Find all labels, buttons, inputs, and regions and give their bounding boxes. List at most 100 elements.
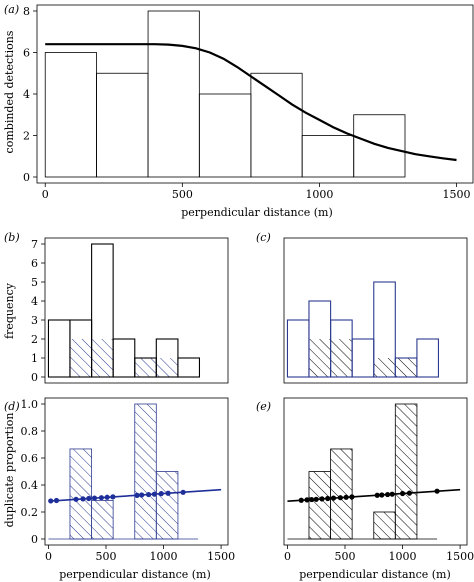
panel-a-x-tick-label-2: 1000 (305, 188, 333, 201)
panel-a-x-tick-label-3: 1500 (443, 188, 471, 201)
panel-e-x-axis-title: perpendicular distance (m) (299, 568, 451, 581)
panel-a-x-tick-label-0: 0 (42, 188, 49, 201)
panel-a-y-tick-label-2: 4 (23, 88, 30, 101)
panel-a-bar-6 (353, 114, 406, 178)
panel-c-bar-3 (351, 338, 375, 378)
panel-b-hatched-bar-1 (69, 339, 92, 377)
panel-a-bar-3 (198, 93, 252, 178)
panel-d: (d) duplicate proportion perpendicular d… (3, 397, 235, 581)
panel-b-y-tick-label-0: 0 (31, 371, 38, 384)
panel-a-y-tick-label-4: 8 (23, 5, 30, 18)
panel-a-x-tick-label-1: 500 (172, 188, 193, 201)
panel-d-point-2 (73, 496, 79, 502)
panel-b-y-tick-label-1: 1 (31, 352, 38, 365)
panel-a-y-axis-title: combinded detections (3, 30, 16, 153)
panel-b-bar-6 (177, 357, 201, 378)
panel-e-label: (e) (256, 400, 271, 413)
panel-b-y-axis-title: frequency (3, 282, 16, 339)
panel-e-point-1 (304, 497, 310, 503)
panel-d-point-4 (86, 495, 92, 502)
panel-a: (a) combinded detections perpendicular d… (3, 3, 474, 219)
panel-e-point-14 (399, 490, 406, 497)
panel-d-point-12 (151, 491, 157, 497)
panel-a-bar-2 (147, 10, 200, 178)
panel-e-bar-5 (394, 403, 418, 540)
panel-e-point-5 (325, 495, 331, 502)
panel-c-bar-4 (373, 281, 396, 378)
panel-b-y-tick-label-2: 2 (31, 333, 38, 346)
panel-d-frame (44, 397, 229, 546)
panel-d-bar-5 (155, 471, 179, 540)
panel-e-point-12 (384, 491, 391, 498)
panel-d-point-3 (80, 496, 86, 502)
panel-e-bar-2 (330, 448, 353, 540)
panel-c-hatched-bar-1 (308, 339, 331, 377)
panel-d-point-15 (180, 489, 186, 495)
panel-d-bar-4 (134, 403, 157, 540)
panel-e-x-tick-label-0: 0 (284, 550, 291, 563)
panel-b-bar-3 (112, 338, 136, 378)
panel-e-x-tick-label-2: 1000 (389, 550, 417, 563)
panel-b-hatched-bar-2 (91, 339, 114, 377)
panel-d-point-8 (110, 494, 116, 500)
panel-d-y-axis-title: duplicate proportion (3, 413, 16, 528)
panel-d-label: (d) (4, 400, 20, 413)
panel-a-y-tick-label-1: 2 (23, 130, 30, 143)
panel-a-y-tick-label-0: 0 (23, 171, 30, 184)
panel-b-frame (44, 237, 229, 384)
panel-b-y-tick-label-5: 5 (31, 276, 38, 289)
panel-d-x-tick-label-1: 500 (96, 550, 117, 563)
panel-c-bar-0 (286, 319, 310, 378)
panel-b: (b) frequency 0 1 2 3 4 5 6 7 (3, 231, 229, 384)
panel-e-point-13 (389, 491, 395, 497)
panel-c-hatched-bar-5 (395, 358, 417, 377)
panel-d-point-6 (98, 495, 104, 501)
panel-e-point-15 (406, 490, 413, 496)
panel-c-bar-6 (416, 338, 440, 378)
panel-d-point-10 (139, 492, 145, 498)
panel-b-y-tick-label-4: 4 (31, 295, 38, 308)
panel-e-point-0 (298, 497, 304, 503)
panel-d-point-7 (104, 494, 110, 500)
panel-e-point-6 (330, 495, 337, 501)
panel-a-y-tick-label-3: 6 (23, 47, 30, 60)
panel-a-x-axis-title: perpendicular distance (m) (181, 206, 333, 219)
panel-d-y-tick-label-3: 0.6 (21, 452, 39, 465)
panel-d-point-11 (145, 491, 152, 498)
panel-e: (e) perpendicular distance (m) 0 500 1000 1… (256, 397, 474, 581)
panel-d-y-tick-label-0: 0 (31, 533, 38, 546)
panel-d-point-0 (48, 498, 54, 504)
panel-a-bar-5 (301, 135, 355, 178)
panel-e-point-16 (434, 488, 440, 494)
panel-c-frame (283, 237, 468, 384)
panel-b-bar-2 (91, 243, 114, 378)
panel-d-point-1 (53, 497, 60, 504)
panel-b-label: (b) (4, 231, 20, 244)
panel-a-bar-1 (96, 72, 149, 178)
panel-e-point-8 (343, 494, 349, 500)
panel-e-point-9 (349, 494, 355, 500)
panel-b-hatched-bar-5 (156, 358, 178, 377)
panel-c-label: (c) (256, 231, 271, 244)
panel-c-hatched-bar-4 (373, 358, 396, 377)
panel-e-point-7 (337, 495, 343, 501)
panel-b-hatched-bar-4 (134, 358, 157, 377)
panel-e-point-11 (379, 492, 385, 498)
panel-c-hatched-bar-2 (330, 339, 353, 377)
panel-a-bar-4 (250, 72, 303, 178)
panel-e-point-2 (309, 496, 315, 503)
panel-e-point-10 (374, 492, 380, 498)
panel-c: (c) (256, 231, 468, 384)
panel-d-y-tick-label-2: 0.4 (21, 479, 39, 492)
panel-d-point-5 (91, 495, 98, 501)
panel-d-x-tick-label-2: 1000 (150, 550, 178, 563)
panel-e-bar-4 (373, 511, 396, 540)
panel-b-y-tick-label-3: 3 (31, 314, 38, 327)
panel-b-y-tick-label-7: 7 (31, 238, 38, 251)
panel-d-y-tick-label-1: 0.2 (21, 506, 39, 519)
panel-e-x-tick-label-3: 1500 (446, 550, 474, 563)
panel-e-frame (283, 397, 468, 546)
panel-a-label: (a) (4, 3, 19, 16)
panel-e-point-4 (319, 496, 325, 502)
